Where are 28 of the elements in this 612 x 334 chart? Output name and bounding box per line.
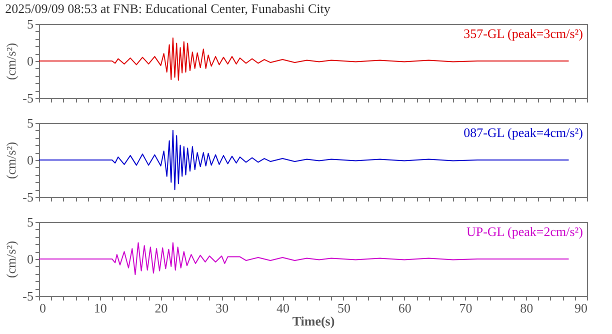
- y-axis-title: (cm/s²): [4, 240, 19, 278]
- x-tick-label: 30: [216, 300, 229, 316]
- x-tick-label: 0: [40, 300, 46, 316]
- y-tick-label: 5: [27, 214, 34, 230]
- y-tick-label: -5: [22, 190, 34, 204]
- x-tick-label: 50: [337, 300, 350, 316]
- y-tick-label: 5: [27, 116, 34, 130]
- chart-title: 2025/09/09 08:53 at FNB: Educational Center, Funabashi City: [5, 1, 331, 16]
- x-tick-label: 70: [459, 300, 472, 316]
- y-tick-label: 0: [27, 152, 34, 168]
- x-axis-title: Time(s): [292, 314, 335, 328]
- y-axis-title: (cm/s²): [4, 42, 19, 80]
- series-label: 357-GL (peak=3cm/s²): [464, 26, 583, 41]
- x-tick-label: 90: [574, 300, 588, 316]
- x-tick-label: 60: [398, 300, 412, 316]
- x-tick-label: 10: [94, 300, 107, 316]
- y-axis-title: (cm/s²): [4, 142, 19, 180]
- x-tick-label: 40: [276, 300, 290, 316]
- y-tick-label: 0: [27, 252, 34, 266]
- series-label: 087-GL (peak=4cm/s²): [464, 125, 583, 140]
- y-tick-label: -5: [22, 288, 34, 304]
- x-tick-label: 20: [154, 300, 168, 316]
- line-series: [38, 242, 570, 276]
- y-tick-label: 5: [27, 16, 34, 32]
- series-label: UP-GL (peak=2cm/s²): [466, 224, 583, 239]
- y-tick-label: 0: [27, 54, 34, 68]
- x-tick-label: 80: [520, 300, 534, 316]
- y-tick-label: -5: [22, 90, 34, 106]
